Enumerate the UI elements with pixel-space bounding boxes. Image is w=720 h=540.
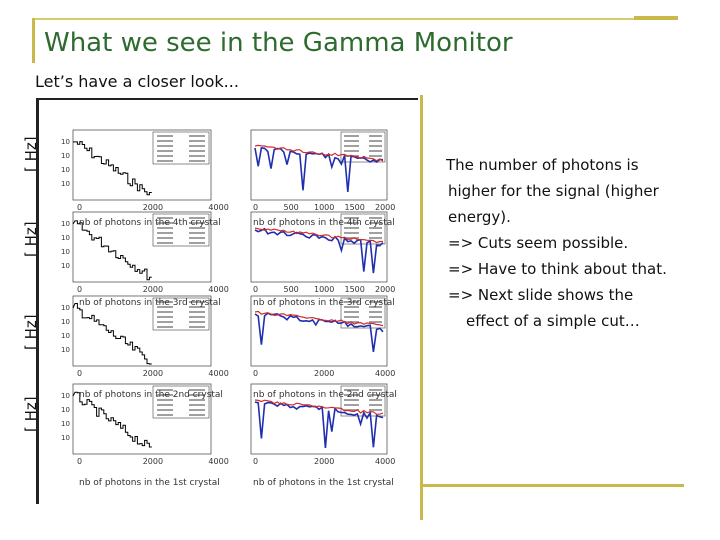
x-tick-label: 0 (77, 457, 82, 466)
row1-left-xlabel: nb of photons in the 4th crystal (79, 218, 221, 228)
y-tick-label: 10 (61, 138, 70, 146)
x-tick-label: 1000 (314, 285, 334, 294)
note-line: => Have to think about that. (448, 260, 667, 278)
y-tick-label: 10 (61, 318, 70, 326)
x-tick-label: 2000 (143, 285, 163, 294)
gamma-monitor-figure: 10 10 10 10 0 2000 4000 0 500 1000 1500 2000 10 10 10 1… (36, 98, 418, 504)
decor-vertical-rule (420, 95, 423, 520)
slide-subtitle: Let’s have a closer look... (35, 72, 239, 91)
stats-box (152, 131, 210, 165)
note-line: higher for the signal (higher (448, 182, 659, 200)
y-tick-label: 10 (61, 248, 70, 256)
signal-histogram (72, 141, 152, 196)
reference-ratio-line (254, 399, 384, 415)
note-line: effect of a simple cut… (466, 312, 640, 330)
note-line: => Next slide shows the (448, 286, 634, 304)
stats-box (152, 213, 210, 247)
x-tick-label: 0 (253, 203, 258, 212)
signal-ratio-line (254, 401, 384, 448)
y-tick-label: 10 (61, 180, 70, 188)
y-tick-label: 10 (61, 152, 70, 160)
row2-right-xlabel: nb of photons in the 3rd crystal (253, 298, 395, 308)
x-tick-label: 2000 (314, 457, 334, 466)
x-tick-label: 4000 (208, 203, 228, 212)
signal-ratio-line (254, 227, 384, 274)
row4-left-xlabel: nb of photons in the 1st crystal (79, 478, 220, 488)
x-tick-label: 0 (77, 285, 82, 294)
y-tick-label: 10 (61, 166, 70, 174)
x-tick-label: 4000 (208, 369, 228, 378)
title-left-rule (32, 18, 35, 63)
x-tick-label: 4000 (208, 457, 228, 466)
y-tick-label: 10 (61, 346, 70, 354)
x-tick-label: 0 (253, 369, 258, 378)
x-tick-label: 2000 (375, 203, 395, 212)
y-tick-label: 10 (61, 262, 70, 270)
notes-text: The number of photons is higher for the … (440, 152, 710, 334)
x-tick-label: 1000 (314, 203, 334, 212)
x-tick-label: 0 (77, 369, 82, 378)
signal-histogram (72, 220, 152, 281)
x-tick-label: 2000 (143, 369, 163, 378)
stats-box (152, 385, 210, 419)
x-tick-label: 4000 (375, 369, 395, 378)
signal-histogram (72, 303, 152, 365)
title-accent-rule (634, 16, 678, 20)
row2-left-xlabel: nb of photons in the 3rd crystal (79, 298, 221, 308)
row3-right-xlabel: nb of photons in the 2nd crystal (253, 390, 397, 400)
note-line: => Cuts seem possible. (448, 234, 629, 252)
note-line: The number of photons is (446, 156, 639, 174)
x-tick-label: 2000 (314, 369, 334, 378)
x-tick-label: 1500 (345, 203, 365, 212)
x-tick-label: 2000 (375, 285, 395, 294)
y-tick-label: 10 (61, 220, 70, 228)
x-tick-label: 500 (284, 285, 299, 294)
row4-right-xlabel: nb of photons in the 1st crystal (253, 478, 394, 488)
x-tick-label: 4000 (375, 457, 395, 466)
signal-histogram (72, 391, 152, 448)
x-tick-label: 500 (284, 203, 299, 212)
reference-ratio-line (254, 144, 384, 162)
x-tick-label: 1500 (345, 285, 365, 294)
row3-left-xlabel: nb of photons in the 2nd crystal (79, 390, 223, 400)
x-tick-label: 0 (253, 285, 258, 294)
y-tick-label: 10 (61, 234, 70, 242)
y-tick-label: 10 (61, 434, 70, 442)
y-tick-label: 10 (61, 406, 70, 414)
x-tick-label: 2000 (143, 203, 163, 212)
title-rule (32, 18, 677, 20)
slide-title: What we see in the Gamma Monitor (44, 28, 513, 58)
note-line: energy). (448, 208, 511, 226)
row1-right-xlabel: nb of photons in the 4th crystal (253, 218, 395, 228)
x-tick-label: 0 (253, 457, 258, 466)
x-tick-label: 2000 (143, 457, 163, 466)
y-tick-label: 10 (61, 304, 70, 312)
x-tick-label: 0 (77, 203, 82, 212)
reference-ratio-line (254, 227, 383, 244)
x-tick-label: 4000 (208, 285, 228, 294)
reference-ratio-line (254, 310, 384, 327)
decor-horizontal-rule (420, 484, 684, 487)
y-tick-label: 10 (61, 392, 70, 400)
y-tick-label: 10 (61, 420, 70, 428)
stats-box (152, 297, 210, 331)
y-tick-label: 10 (61, 332, 70, 340)
